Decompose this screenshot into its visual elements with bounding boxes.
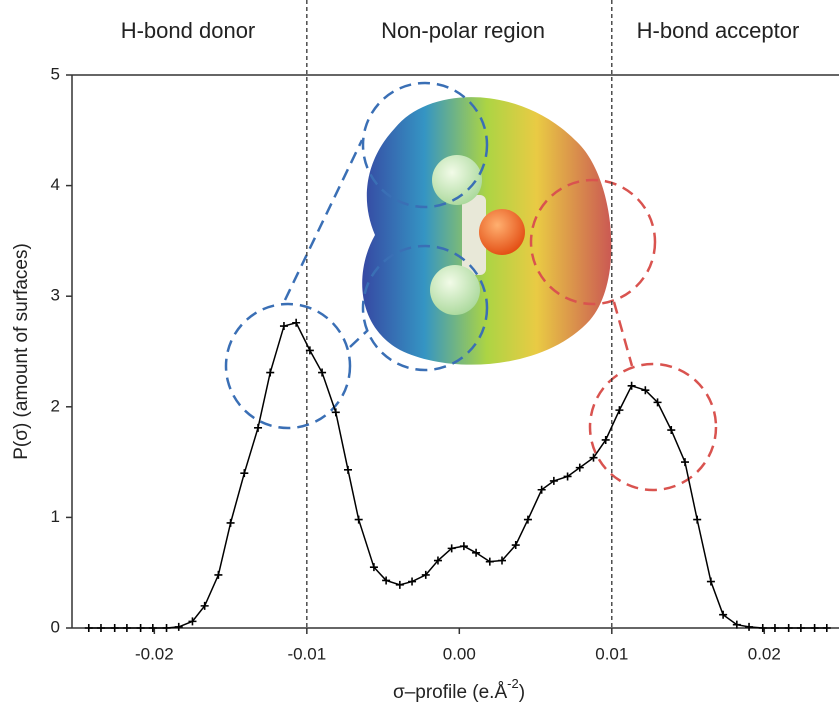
data-point (810, 624, 819, 632)
data-point (266, 368, 275, 377)
x-tick-label: -0.02 (135, 644, 174, 663)
x-tick-label: 0.00 (443, 644, 476, 663)
data-point (537, 485, 546, 494)
data-point (226, 518, 235, 527)
data-point (485, 557, 494, 566)
data-point (575, 463, 584, 472)
data-point (822, 624, 831, 632)
data-point (292, 318, 301, 327)
data-point (188, 617, 197, 626)
data-point (732, 620, 741, 629)
data-point (200, 601, 209, 610)
x-tick-label: 0.02 (748, 644, 781, 663)
y-tick-label: 3 (51, 286, 60, 305)
x-axis-label-main: σ–profile (e.Å (393, 682, 507, 703)
x-tick-label: -0.01 (287, 644, 326, 663)
data-point (719, 610, 728, 619)
region-label: Non-polar region (381, 18, 545, 43)
molecule (362, 97, 612, 365)
y-axis-label: P(σ) (amount of surfaces) (11, 243, 32, 460)
data-point (279, 322, 288, 331)
y-tick-label: 1 (51, 507, 60, 526)
data-point (745, 622, 754, 631)
data-point (84, 624, 93, 632)
data-point (369, 563, 378, 572)
data-point (96, 624, 105, 632)
data-point (459, 542, 468, 551)
data-point (214, 570, 223, 579)
data-point (615, 406, 624, 415)
x-axis-label: σ–profile (e.Å-2) (393, 676, 525, 703)
data-point (162, 624, 171, 632)
highlight-circles (224, 81, 718, 492)
y-tick-label: 5 (51, 64, 60, 83)
region-label: H-bond donor (121, 18, 256, 43)
data-point (331, 408, 340, 417)
data-point (318, 368, 327, 377)
series-line (88, 321, 827, 629)
data-point (382, 576, 391, 585)
data-point (148, 624, 157, 632)
data-point (601, 435, 610, 444)
data-point (447, 544, 456, 553)
y-tick-label: 4 (51, 175, 60, 194)
data-point (498, 556, 507, 565)
data-point (433, 556, 442, 565)
data-point (354, 515, 363, 524)
data-point (408, 577, 417, 586)
region-label: H-bond acceptor (637, 18, 800, 43)
data-point (667, 426, 676, 435)
y-tick-label: 2 (51, 396, 60, 415)
data-point (511, 541, 520, 550)
data-point (706, 577, 715, 586)
data-point (653, 398, 662, 407)
x-tick-label: 0.01 (595, 644, 628, 663)
data-point (254, 423, 263, 432)
x-axis-label-end: ) (519, 682, 525, 703)
data-point (110, 624, 119, 632)
data-point (796, 624, 805, 632)
y-tick-label: 0 (51, 617, 60, 636)
data-point (343, 465, 352, 474)
data-point (563, 472, 572, 481)
data-point (693, 515, 702, 524)
data-point (627, 381, 636, 390)
data-point (136, 624, 145, 632)
data-point (784, 624, 793, 632)
data-point (770, 624, 779, 632)
data-point (395, 580, 404, 589)
data-point (589, 453, 598, 462)
data-point (472, 548, 481, 557)
data-point (680, 458, 689, 467)
data-point (758, 624, 767, 632)
x-axis-label-sup: -2 (507, 676, 519, 691)
data-point (174, 622, 183, 631)
data-point (240, 469, 249, 478)
data-point (421, 570, 430, 579)
data-point (641, 386, 650, 395)
data-point (549, 476, 558, 485)
data-point (305, 346, 314, 355)
plot-frame (71, 74, 839, 629)
data-point (122, 624, 131, 632)
data-point (523, 515, 532, 524)
